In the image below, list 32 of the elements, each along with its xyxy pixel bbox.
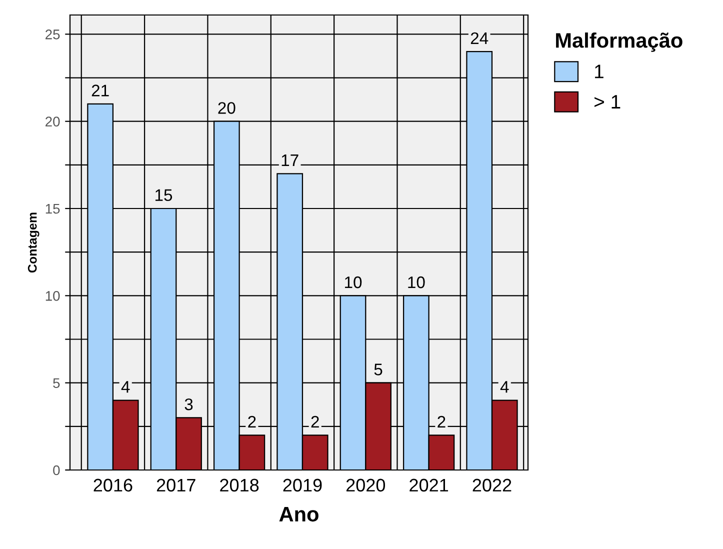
x-tick-label: 2018 [220,478,259,492]
data-label: 15 [156,189,172,202]
x-tick-label: 2021 [410,478,448,492]
data-label: 4 [500,381,509,393]
y-tick-label: 10 [46,291,60,301]
data-label: 3 [184,398,193,410]
legend-label: 1 [595,64,604,78]
data-label: 20 [218,102,236,114]
data-label: 24 [470,32,488,44]
data-label: 17 [282,154,298,166]
x-tick-label: 2022 [472,478,512,492]
legend-label: > 1 [594,95,620,108]
data-label: 10 [408,276,425,288]
data-label: 10 [345,276,362,288]
x-tick-label: 2020 [346,478,386,492]
y-tick-label: 20 [46,116,60,127]
y-tick-label: 5 [53,378,60,388]
y-tick-label: 25 [46,30,60,40]
data-label: 4 [121,381,130,393]
data-label: 2 [311,416,319,428]
x-tick-label: 2017 [156,478,196,492]
y-tick-label: 15 [46,204,60,214]
data-label: 2 [248,416,256,428]
legend-title: Malformação [556,32,682,52]
y-axis-title: Contagem [28,212,40,273]
data-label: 21 [92,84,109,96]
x-tick-label: 2019 [283,478,322,492]
data-label: 2 [438,416,446,428]
x-tick-label: 2016 [94,478,132,492]
data-label: 5 [374,364,382,376]
y-tick-label: 0 [53,465,60,476]
x-axis-title: Ano [279,507,318,522]
